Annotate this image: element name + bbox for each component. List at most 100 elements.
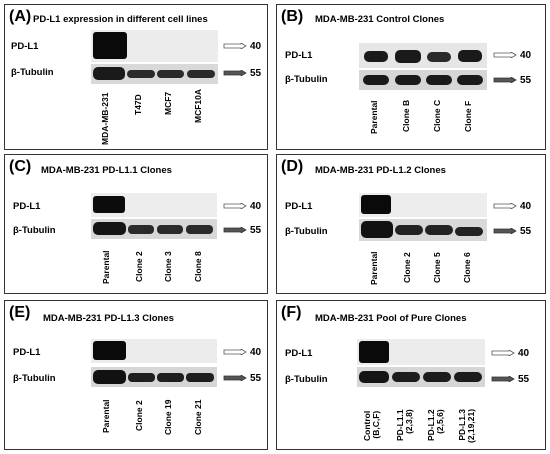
arrow-pd-l1	[493, 52, 517, 58]
arrow-tubulin	[223, 375, 247, 381]
panel-a: (A) PD-L1 expression in different cell l…	[4, 4, 268, 150]
band	[186, 373, 214, 382]
blot-pd-l1	[91, 193, 217, 217]
panel-letter: (D)	[281, 158, 304, 175]
band	[395, 225, 423, 235]
kda-label-bottom: 55	[518, 374, 530, 385]
panel-e: (E) MDA-MB-231 PD-L1.3 Clones PD-L1 β-Tu…	[4, 300, 268, 450]
lane-labels: Parental Clone 2 Clone 19 Clone 21	[91, 393, 217, 447]
lane-labels: Parental Clone 2 Clone 5 Clone 6	[359, 245, 487, 291]
band	[423, 372, 451, 382]
blot-pd-l1	[359, 43, 487, 68]
lane-label-sub: (B,C,F)	[371, 410, 381, 439]
lane-label: Clone 2	[134, 251, 144, 282]
band	[157, 225, 183, 234]
panel-d: (D) MDA-MB-231 PD-L1.2 Clones PD-L1 β-Tu…	[276, 154, 546, 294]
row-label-pd-l1: PD-L1	[13, 201, 41, 212]
row-label-tubulin: β-Tubulin	[11, 67, 54, 78]
row-label-pd-l1: PD-L1	[285, 50, 313, 61]
arrow-pd-l1	[491, 350, 515, 356]
band	[364, 51, 388, 62]
blot-tubulin	[91, 367, 217, 387]
kda-label-bottom: 55	[250, 225, 262, 236]
band	[128, 225, 154, 234]
band	[186, 225, 213, 234]
row-label-tubulin: β-Tubulin	[285, 374, 328, 385]
row-label-pd-l1: PD-L1	[13, 347, 41, 358]
lane-labels: Parental Clone 2 Clone 3 Clone 8	[91, 244, 217, 292]
lane-label: Parental	[101, 250, 111, 284]
lane-label: Clone B	[401, 99, 411, 132]
row-label-tubulin: β-Tubulin	[285, 226, 328, 237]
lane-label: T47D	[133, 94, 143, 115]
lane-label: MDA-MB-231	[100, 92, 110, 145]
band	[454, 372, 482, 382]
arrow-pd-l1	[223, 43, 247, 49]
panel-b: (B) MDA-MB-231 Control Clones PD-L1 β-Tu…	[276, 4, 546, 150]
arrow-pd-l1	[223, 203, 247, 209]
panel-title: MDA-MB-231 Pool of Pure Clones	[315, 313, 467, 324]
band	[361, 221, 393, 238]
row-label-tubulin: β-Tubulin	[13, 225, 56, 236]
kda-label-top: 40	[250, 347, 262, 358]
band	[427, 52, 451, 62]
lane-label: Clone 3	[163, 251, 173, 282]
band	[455, 227, 483, 236]
arrow-tubulin	[493, 228, 517, 234]
lane-label: Clone C	[432, 99, 442, 132]
lane-labels: MDA-MB-231 T47D MCF7 MCF10A	[91, 87, 218, 147]
panel-letter: (C)	[9, 158, 32, 175]
row-label-tubulin: β-Tubulin	[285, 74, 328, 85]
band	[425, 225, 453, 235]
band	[93, 370, 126, 384]
band	[157, 373, 184, 382]
band	[395, 75, 421, 85]
band	[458, 50, 482, 62]
blot-tubulin	[91, 64, 218, 84]
panel-title: MDA-MB-231 PD-L1.1 Clones	[41, 165, 172, 176]
band	[157, 70, 184, 78]
kda-label-bottom: 55	[520, 226, 532, 237]
kda-label-bottom: 55	[250, 68, 262, 79]
lane-label-sub: (2,19,21)	[466, 408, 476, 443]
lane-label-sub: (2,5,6)	[435, 409, 445, 434]
arrow-tubulin	[493, 77, 517, 83]
row-label-pd-l1: PD-L1	[11, 41, 39, 52]
lane-label: Clone 21	[193, 399, 203, 435]
kda-label-top: 40	[520, 201, 532, 212]
blot-tubulin	[357, 367, 485, 387]
band	[93, 32, 127, 59]
lane-label-sub: (2,3,8)	[404, 409, 414, 434]
row-label-pd-l1: PD-L1	[285, 201, 313, 212]
band	[426, 75, 452, 85]
band	[395, 50, 421, 63]
panel-c: (C) MDA-MB-231 PD-L1.1 Clones PD-L1 β-Tu…	[4, 154, 268, 294]
kda-label-top: 40	[250, 201, 262, 212]
row-label-pd-l1: PD-L1	[285, 348, 313, 359]
band	[187, 70, 215, 78]
band	[363, 75, 389, 85]
lane-label: Clone 2	[402, 252, 412, 283]
blot-tubulin	[359, 70, 487, 90]
lane-labels: Parental Clone B Clone C Clone F	[359, 94, 487, 146]
band	[93, 341, 126, 360]
band	[93, 67, 125, 80]
blot-pd-l1	[357, 339, 485, 365]
kda-label-top: 40	[520, 50, 532, 61]
band	[93, 196, 125, 213]
blot-pd-l1	[91, 30, 218, 62]
arrow-pd-l1	[223, 349, 247, 355]
lane-label: Clone 6	[462, 252, 472, 283]
band	[457, 75, 483, 85]
band	[361, 195, 391, 214]
lane-label: Clone 5	[432, 252, 442, 283]
panel-letter: (B)	[281, 8, 304, 25]
lane-label: Parental	[369, 100, 379, 134]
kda-label-top: 40	[518, 348, 530, 359]
band	[93, 222, 126, 235]
lane-labels: Control (B,C,F) PD-L1.1 (2,3,8) PD-L1.2 …	[357, 393, 485, 447]
arrow-tubulin	[491, 376, 515, 382]
lane-label: Clone 19	[163, 399, 173, 435]
panel-f: (F) MDA-MB-231 Pool of Pure Clones PD-L1…	[276, 300, 546, 450]
